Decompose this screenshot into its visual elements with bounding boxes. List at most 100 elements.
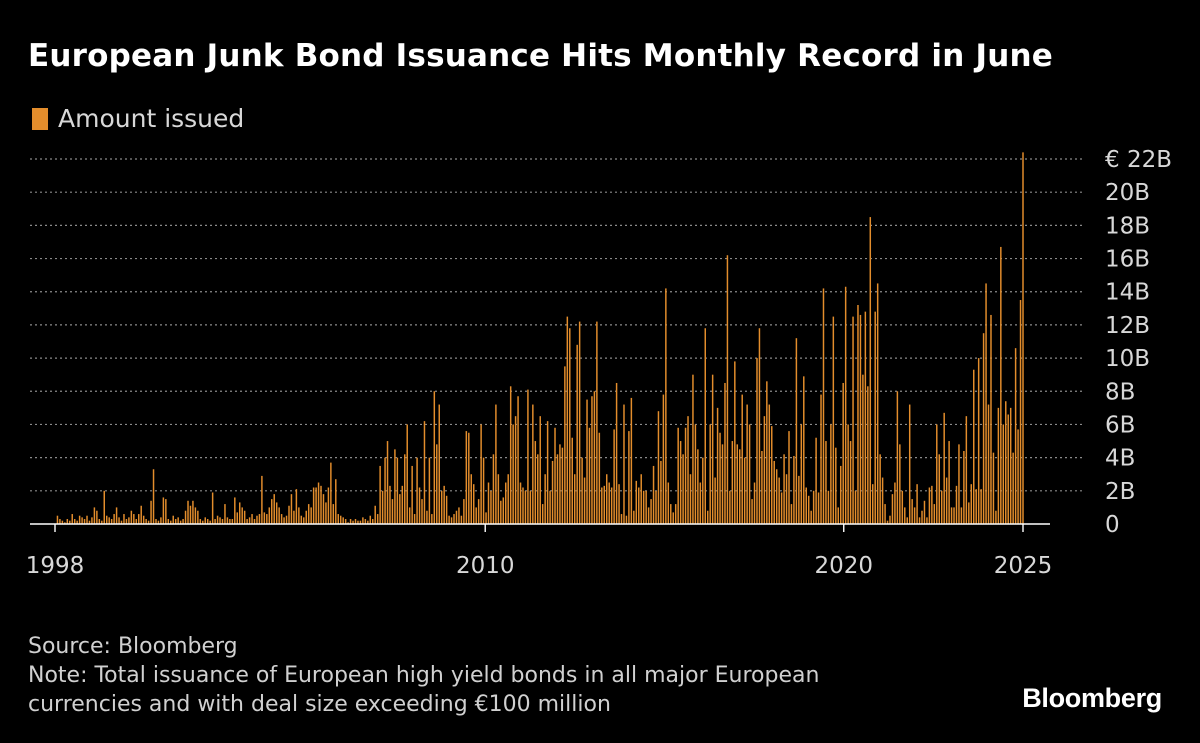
bar	[492, 454, 495, 524]
bar	[394, 449, 396, 524]
bar	[165, 499, 167, 524]
bar	[810, 510, 812, 524]
bar	[359, 520, 362, 524]
bar	[517, 396, 519, 524]
bar	[980, 489, 982, 524]
bar	[852, 316, 854, 524]
bar	[138, 514, 140, 524]
bar	[194, 507, 197, 524]
bar	[509, 386, 512, 524]
bar	[93, 507, 96, 524]
bar	[381, 490, 384, 524]
bar	[596, 321, 598, 524]
bar	[556, 454, 559, 524]
bar	[1005, 401, 1007, 524]
bar	[512, 424, 514, 524]
bar	[825, 441, 827, 524]
bar	[620, 514, 623, 524]
bar	[795, 338, 798, 524]
bar	[756, 358, 758, 524]
bar	[423, 421, 426, 524]
bar	[135, 519, 138, 524]
bar	[899, 444, 901, 524]
bar	[812, 490, 815, 524]
bar	[815, 437, 817, 524]
bar	[739, 449, 741, 524]
y-tick-label: 12B	[1105, 313, 1150, 339]
bar	[436, 444, 438, 524]
bar	[266, 514, 268, 524]
bar	[844, 286, 847, 524]
bar	[404, 454, 406, 524]
bar	[120, 520, 123, 524]
bar	[694, 424, 697, 524]
bar	[71, 514, 73, 524]
bar	[490, 490, 492, 524]
bar	[884, 504, 886, 524]
bar	[704, 328, 706, 524]
bar	[913, 507, 916, 524]
bar	[719, 432, 721, 524]
bar	[702, 457, 704, 524]
bar	[495, 404, 497, 524]
bar	[788, 431, 790, 524]
legend: Amount issued	[32, 104, 244, 133]
bar	[652, 465, 655, 524]
bar	[310, 507, 312, 524]
bar	[367, 520, 369, 524]
bar	[928, 487, 931, 524]
bar	[933, 504, 936, 524]
bar	[101, 520, 103, 524]
bar	[105, 515, 108, 524]
bar	[226, 517, 229, 524]
bar	[559, 444, 561, 524]
bar	[699, 482, 702, 524]
bar	[731, 441, 734, 524]
x-tick-label: 2025	[994, 553, 1053, 579]
bar	[352, 520, 354, 524]
bar	[73, 519, 76, 524]
bar	[98, 519, 101, 524]
bar	[896, 391, 899, 524]
bar	[911, 499, 913, 524]
bar	[450, 517, 453, 524]
bar	[243, 510, 246, 524]
bar	[904, 507, 906, 524]
bar	[184, 510, 187, 524]
bar	[862, 374, 864, 524]
bar	[977, 358, 980, 524]
bar	[505, 482, 507, 524]
bar	[581, 457, 583, 524]
bar	[182, 519, 184, 524]
bar	[803, 376, 805, 524]
bar	[69, 520, 71, 524]
bar	[628, 431, 630, 524]
bar	[172, 515, 174, 524]
bar	[475, 507, 477, 524]
bar	[477, 499, 480, 524]
bar	[805, 487, 807, 524]
bar	[229, 519, 231, 524]
bar	[167, 519, 170, 524]
bar	[440, 490, 443, 524]
bar	[950, 507, 953, 524]
bar	[586, 399, 588, 524]
bar	[591, 396, 593, 524]
bar	[455, 510, 458, 524]
bar	[110, 519, 113, 524]
bar	[638, 487, 640, 524]
bar	[362, 517, 364, 524]
bar	[869, 217, 872, 524]
bar	[940, 490, 943, 524]
bar	[751, 499, 753, 524]
bar	[921, 510, 923, 524]
bar	[746, 404, 748, 524]
bar	[241, 507, 243, 524]
bar	[618, 484, 620, 524]
bar	[908, 404, 911, 524]
bar	[133, 514, 135, 524]
bar	[246, 519, 248, 524]
bar	[672, 512, 674, 524]
bar	[248, 517, 251, 524]
bar	[376, 514, 379, 524]
